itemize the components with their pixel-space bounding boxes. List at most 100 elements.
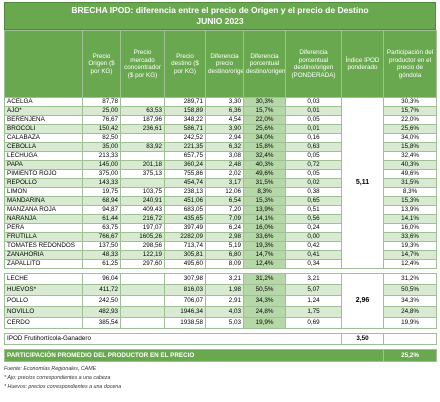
column-header: Precio Origen ($ por KG)	[82, 30, 121, 98]
table-cell: 3,21	[205, 273, 244, 285]
table-cell: 1,75	[285, 306, 342, 318]
table-cell: 8,09	[205, 259, 244, 269]
table-cell: LIMON	[4, 187, 83, 197]
table-cell: 3,17	[205, 178, 244, 188]
table-cell	[120, 317, 165, 329]
table-cell: 2,91	[205, 295, 244, 307]
table-cell: 0,63	[285, 142, 342, 152]
table-cell: 766,67	[82, 232, 121, 242]
table-cell: 83,92	[120, 142, 165, 152]
table-cell: 19,9%	[243, 317, 286, 329]
table-cell: 6,36	[205, 106, 244, 116]
table-cell: 0,38	[285, 187, 342, 197]
table-cell: 49,6%	[383, 169, 437, 179]
ipod-value: 3,50	[341, 333, 384, 345]
table-cell: 0,02	[285, 178, 342, 188]
table-cell: 7,20	[205, 205, 244, 215]
table-cell: CEBOLLA	[4, 142, 83, 152]
table-cell: 5,07	[285, 284, 342, 296]
table-cell: 96,04	[82, 273, 121, 285]
table-cell: 2,48	[205, 160, 244, 170]
table-cell: 240,91	[120, 196, 165, 206]
table-cell: 137,50	[82, 241, 121, 251]
table-cell: 0,05	[285, 151, 342, 161]
table-cell: 0,05	[285, 169, 342, 179]
table-cell: 4,03	[205, 306, 244, 318]
table-cell: 34,3%	[383, 295, 437, 307]
table-cell: 13,9%	[243, 205, 286, 215]
column-header: Diferencia porcentual destino/origen (PO…	[285, 30, 342, 98]
table-cell: AJO*	[4, 106, 83, 116]
table-cell: 22,0%	[383, 115, 437, 125]
table-cell: 6,54	[205, 196, 244, 206]
table-cell: 305,81	[164, 250, 206, 260]
table-cell: 1605,26	[120, 232, 165, 242]
table-row: FRUTILLA 766,67 1605,26 2282,09 2,98 33,6% 0,0…	[4, 232, 437, 242]
table-cell: 242,52	[164, 133, 206, 143]
table-cell: 683,05	[164, 205, 206, 215]
table-cell: 15,8%	[383, 142, 437, 152]
table-row: BERENJENA 76,67 187,96 348,22 4,54 22,0% 0,05 2…	[4, 115, 437, 125]
table-cell	[120, 133, 165, 143]
table-cell: 0,03	[285, 97, 342, 107]
table-cell: 8,3%	[243, 187, 286, 197]
table-cell: 15,3%	[383, 196, 437, 206]
table-cell: 2282,09	[164, 232, 206, 242]
table-cell: 5,03	[205, 317, 244, 329]
table-cell: 143,33	[82, 178, 121, 188]
table-cell: ZANAHORIA	[4, 250, 83, 260]
table-cell: 19,75	[82, 187, 121, 197]
column-header	[4, 30, 83, 98]
table-cell: 0,69	[285, 317, 342, 329]
table: Precio Origen ($ por KG) Precio mercado c…	[4, 30, 437, 362]
table-cell: 50,5%	[383, 284, 437, 296]
header-row: Precio Origen ($ por KG) Precio mercado c…	[4, 30, 437, 98]
table-cell: 495,60	[164, 259, 206, 269]
table-cell: 2,02	[205, 169, 244, 179]
table-cell: PAPA	[4, 160, 83, 170]
table-cell: 238,13	[164, 187, 206, 197]
column-header: Precio mercado concentrador ($ por KG)	[120, 30, 165, 98]
table-row: LECHE 96,04 307,98 3,21 31,2% 3,21 2,96 31,2%	[4, 273, 437, 329]
table-cell: 289,71	[164, 97, 206, 107]
table-cell: 375,13	[120, 169, 165, 179]
table-cell: 8,3%	[383, 187, 437, 197]
table-cell: 30,3%	[383, 97, 437, 107]
column-header: Diferencia precio destino/origen	[205, 30, 244, 98]
table-cell: 31,5%	[383, 178, 437, 188]
table-cell: 40,3%	[383, 160, 437, 170]
table-cell: 360,24	[164, 160, 206, 170]
table-cell: 63,53	[120, 106, 165, 116]
table-cell: 385,54	[82, 317, 121, 329]
table-cell: 216,72	[120, 214, 165, 224]
table-cell: 4,54	[205, 115, 244, 125]
table-cell: 40,3%	[243, 160, 286, 170]
table-cell: 32,4%	[243, 151, 286, 161]
table-cell: 87,78	[82, 97, 121, 107]
table-cell: 0,05	[285, 115, 342, 125]
table-cell: 657,75	[164, 151, 206, 161]
ipod-row: IPOD Frutihortícola-Ganadero 3,50	[4, 333, 437, 345]
table-cell: 6,24	[205, 223, 244, 233]
table-cell: NARANJA	[4, 214, 83, 224]
table-cell: 30,3%	[243, 97, 286, 107]
table-row: ZANAHORIA 48,33 122,19 305,81 6,80 14,7% 0,41 1…	[4, 250, 437, 260]
participation-label: PARTICIPACIÓN PROMEDIO DEL PRODUCTOR EN …	[4, 349, 384, 362]
table-cell: 435,65	[164, 214, 206, 224]
table-cell: 2,94	[205, 133, 244, 143]
table-cell: 13,9%	[383, 205, 437, 215]
table-cell: 25,00	[82, 106, 121, 116]
table-cell: 12,4%	[243, 259, 286, 269]
table-cell: 197,07	[120, 223, 165, 233]
ipod-label: IPOD Frutihortícola-Ganadero	[4, 333, 342, 345]
table-cell: 12,06	[205, 187, 244, 197]
table-cell: 68,94	[82, 196, 121, 206]
table-cell: FRUTILLA	[4, 232, 83, 242]
table-cell: 213,33	[82, 151, 121, 161]
table-cell: 1,98	[205, 284, 244, 296]
table-cell: 375,00	[82, 169, 121, 179]
table-cell: 15,7%	[383, 106, 437, 116]
table-cell: 0,00	[285, 232, 342, 242]
table-cell: 5,19	[205, 241, 244, 251]
table-cell: 35,00	[82, 142, 121, 152]
